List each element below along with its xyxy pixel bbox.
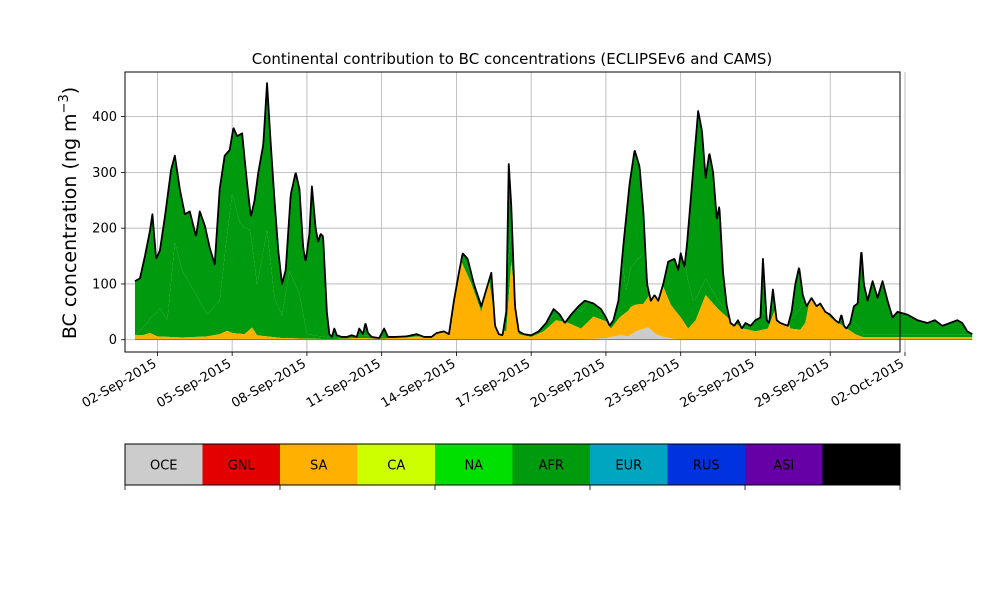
x-tick-label: 14-Sep-2015 [379, 356, 459, 411]
legend-swatch-na [435, 444, 513, 485]
legend-label-gnl: GNL [228, 459, 256, 474]
legend-label-ca: CA [387, 459, 405, 474]
legend-swatch-sa [280, 444, 358, 485]
legend-swatch-gnl [202, 444, 280, 485]
chart-title: Continental contribution to BC concentra… [252, 50, 773, 68]
legend-swatch-asi [745, 444, 823, 485]
legend-swatch-oce [125, 444, 203, 485]
y-axis: 0 100 200 300 400 [92, 110, 125, 348]
total-line-path [134, 82, 973, 339]
x-tick-label: 26-Sep-2015 [678, 356, 758, 411]
x-tick-label: 02-Oct-2015 [829, 356, 907, 410]
legend-label-sa: SA [310, 459, 327, 474]
y-tick-label: 300 [92, 166, 117, 181]
legend-label-oce: OCE [150, 459, 178, 474]
y-tick-label: 100 [92, 277, 117, 292]
x-tick-label: 20-Sep-2015 [528, 356, 608, 411]
legend-label-aus: AUS [848, 459, 875, 474]
x-tick-label: 17-Sep-2015 [453, 356, 533, 411]
y-tick-label: 400 [92, 110, 117, 125]
plot-frame [124, 71, 901, 353]
legend-swatch-afr [512, 444, 590, 485]
legend-frame [124, 443, 901, 486]
stacked-areas [134, 83, 973, 340]
legend-label-na: NA [464, 459, 483, 474]
legend-swatch-rus [667, 444, 745, 485]
y-axis-label: BC concentration (ng m−3) [57, 87, 81, 339]
total-line [134, 82, 973, 341]
y-tick-label: 200 [92, 222, 117, 237]
area-afr-band [134, 193, 973, 340]
x-tick-label: 08-Sep-2015 [229, 356, 309, 411]
y-tick-label: 0 [109, 333, 117, 348]
legend-label-eur: EUR [615, 459, 642, 474]
x-tick-label: 23-Sep-2015 [603, 356, 683, 411]
legend-label-afr: AFR [539, 459, 564, 474]
colorbar-legend: OCE GNL SA CA NA AFR EUR RUS ASI AUS [124, 443, 901, 490]
legend-swatch-eur [590, 444, 668, 485]
x-tick-label: 11-Sep-2015 [304, 356, 384, 411]
legend-label-asi: ASI [773, 459, 794, 474]
legend-label-rus: RUS [693, 459, 720, 474]
area-sa [134, 261, 973, 340]
x-tick-label: 05-Sep-2015 [154, 356, 234, 411]
x-axis: 02-Sep-201505-Sep-201508-Sep-201511-Sep-… [80, 352, 907, 411]
x-tick-label: 29-Sep-2015 [752, 356, 832, 411]
legend-swatch-aus [822, 444, 900, 485]
legend-swatch-ca [357, 444, 435, 485]
x-tick-label: 02-Sep-2015 [80, 356, 160, 411]
